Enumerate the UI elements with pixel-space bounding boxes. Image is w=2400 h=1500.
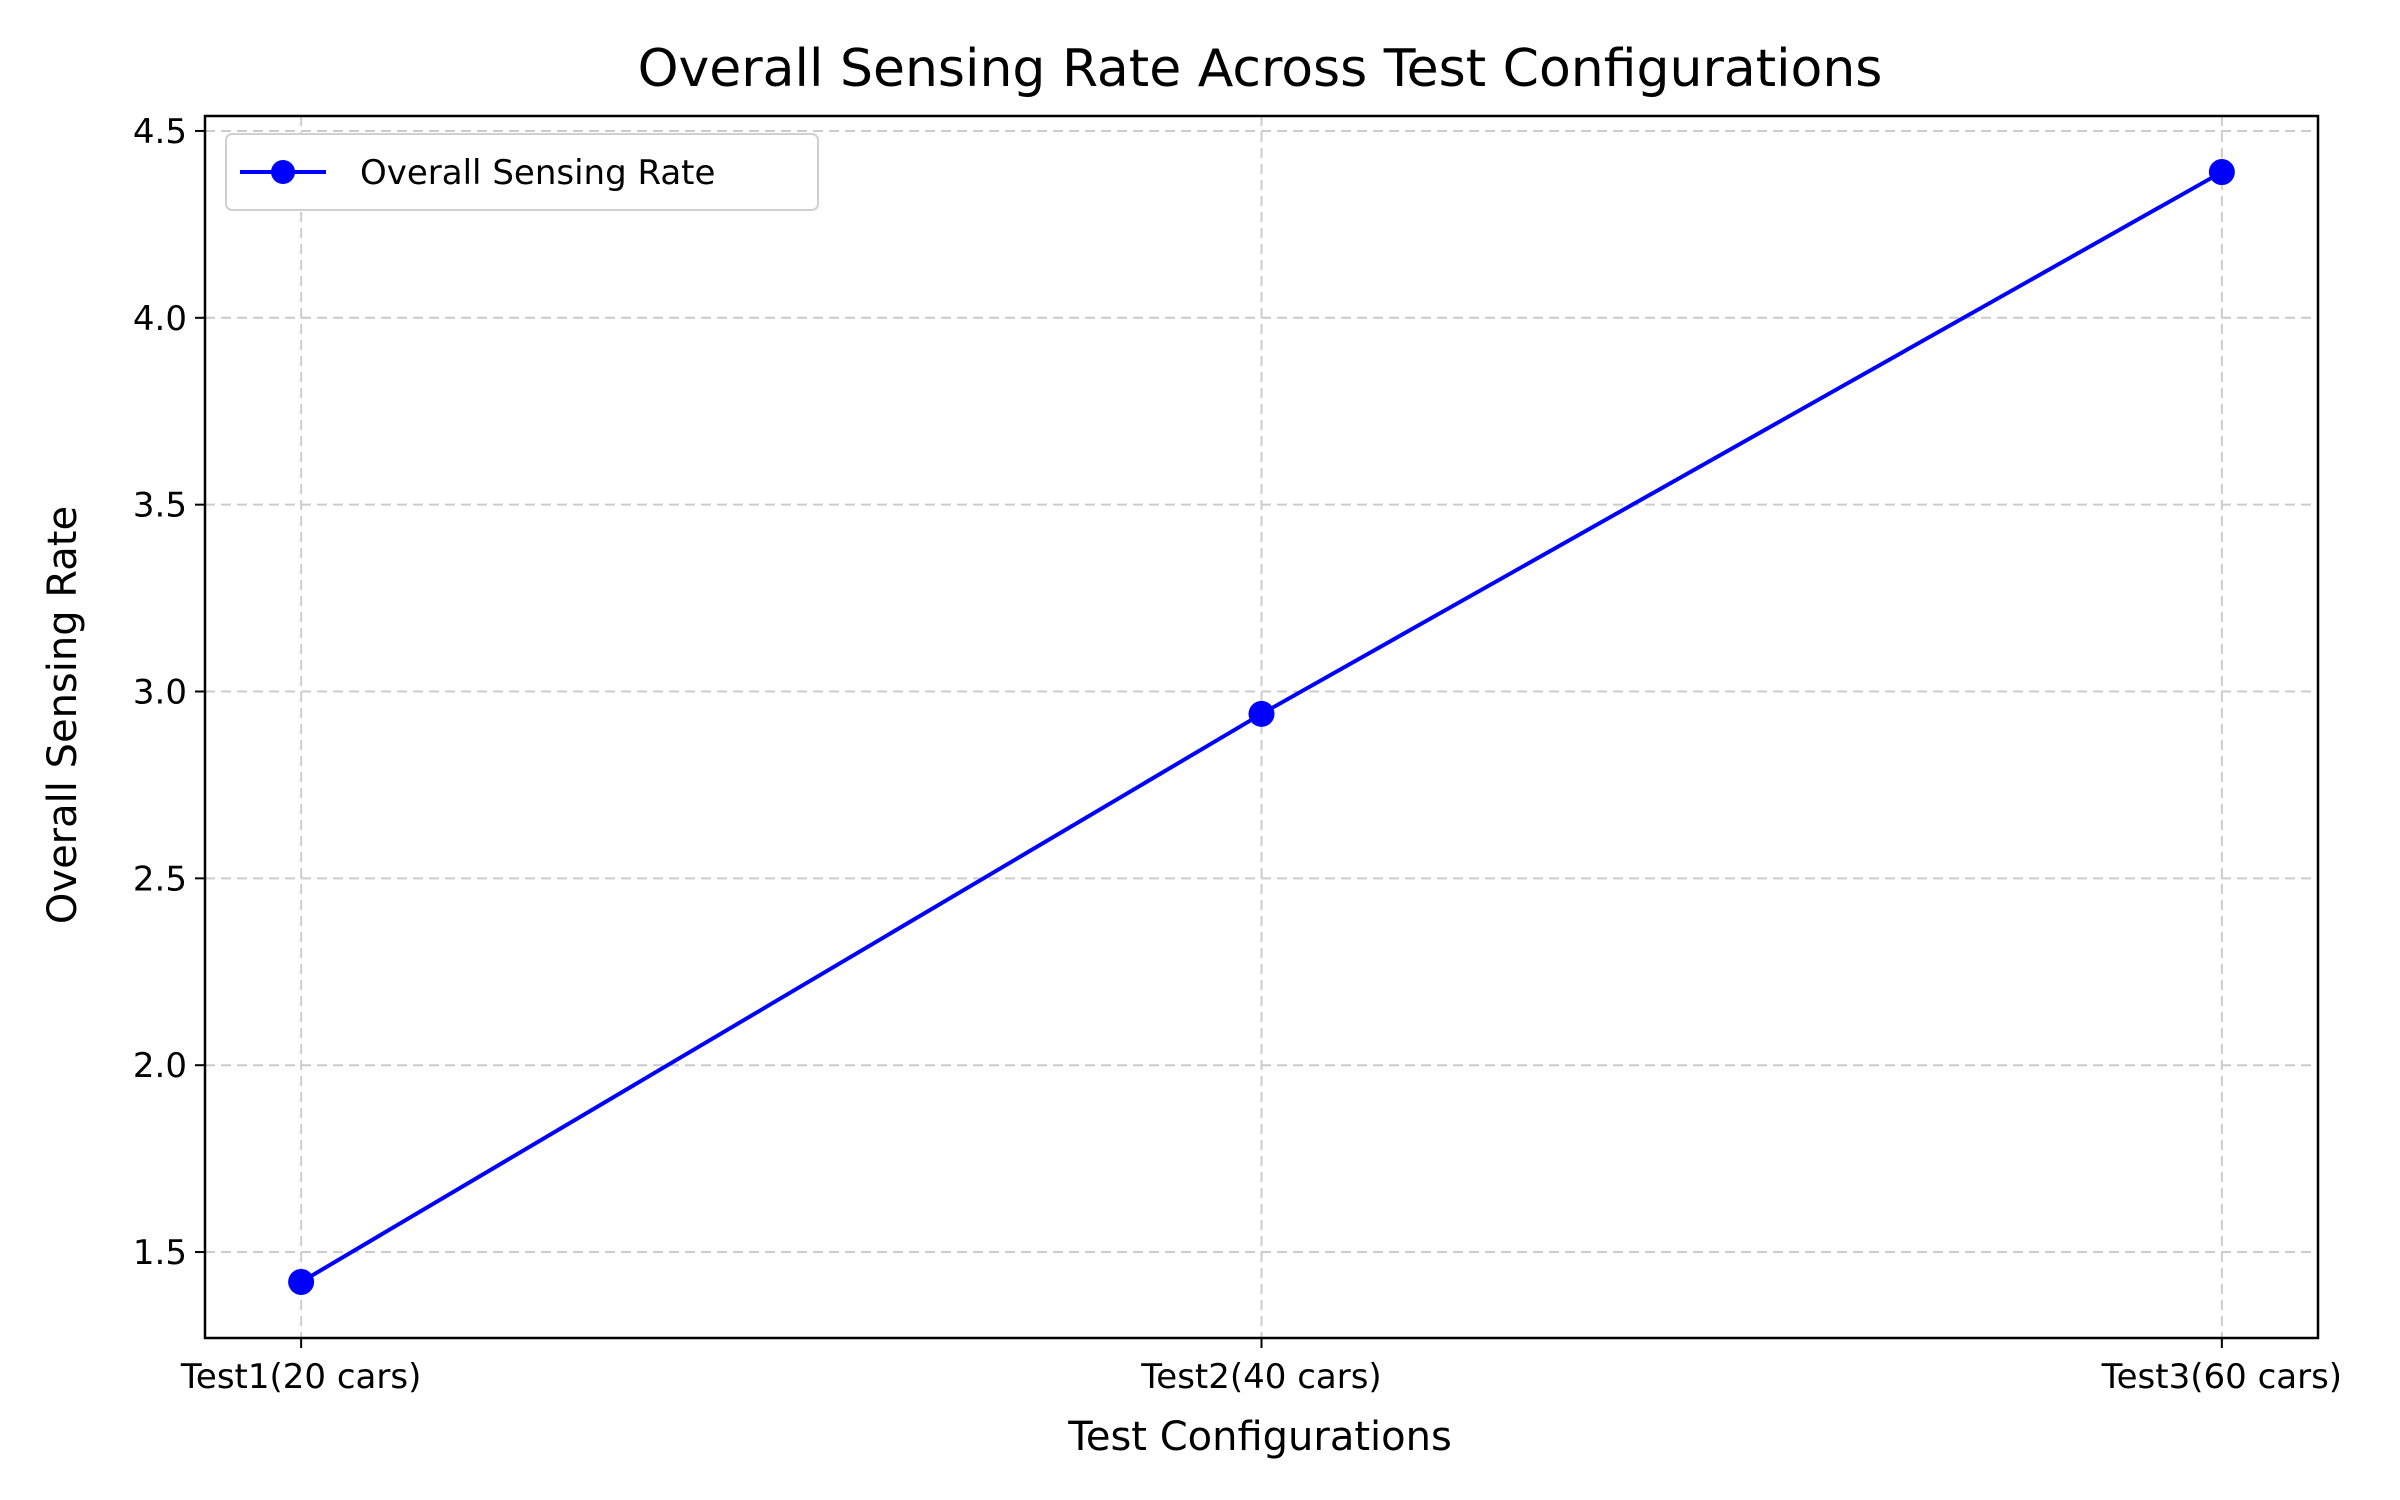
y-tick-label: 1.5 xyxy=(133,1233,187,1273)
y-tick-label: 4.5 xyxy=(133,112,187,152)
x-tick-label: Test3(60 cars) xyxy=(2101,1357,2342,1397)
x-axis-label: Test Configurations xyxy=(1067,1414,1452,1460)
y-tick-label: 2.0 xyxy=(133,1046,187,1086)
y-tick-label: 2.5 xyxy=(133,859,187,899)
legend-label: Overall Sensing Rate xyxy=(360,153,715,193)
plot-frame xyxy=(203,114,2320,1340)
x-tick-label: Test1(20 cars) xyxy=(180,1357,421,1397)
legend-box xyxy=(225,133,819,211)
legend-marker-icon xyxy=(271,160,295,184)
data-point xyxy=(1248,700,1275,727)
grid-lines xyxy=(205,116,2318,1338)
x-tick-label: Test2(40 cars) xyxy=(1140,1357,1381,1397)
data-point xyxy=(288,1268,315,1295)
y-tick-label: 3.5 xyxy=(133,486,187,526)
y-axis-label: Overall Sensing Rate xyxy=(40,506,86,924)
legend: Overall Sensing Rate xyxy=(225,133,819,211)
y-tick-label: 4.0 xyxy=(133,299,187,339)
data-point xyxy=(2208,159,2235,186)
y-tick-label: 3.0 xyxy=(133,672,187,712)
plot-area xyxy=(288,159,2235,1295)
chart-title: Overall Sensing Rate Across Test Configu… xyxy=(638,39,1883,99)
axis-ticks: 1.5 2.0 2.5 3.0 3.5 4.0 4.5 Test1(20 cars) Test2… xyxy=(133,112,2342,1397)
